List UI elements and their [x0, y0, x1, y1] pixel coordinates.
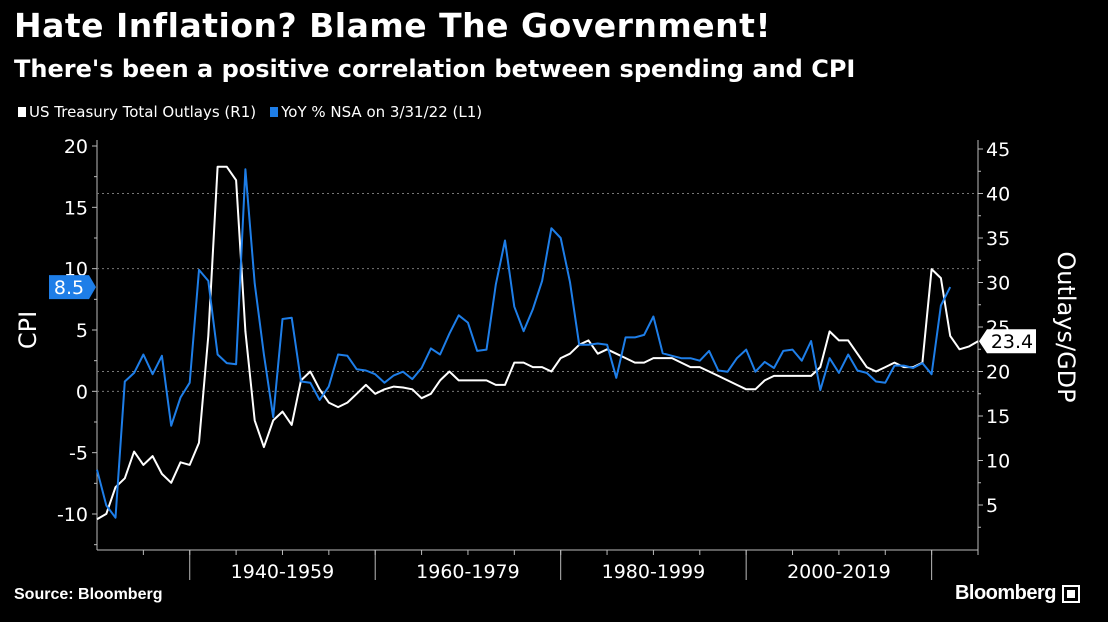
right-tick-label: 10 — [986, 451, 1010, 473]
left-tick-label: -10 — [57, 504, 88, 526]
left-tick-label: 20 — [64, 136, 88, 158]
source-note: Source: Bloomberg — [14, 586, 163, 603]
left-tick-label: -5 — [69, 443, 88, 465]
outlays-series-line — [96, 165, 979, 521]
legend-swatch-cpi — [270, 107, 279, 117]
x-tick-label: 2000-2019 — [787, 561, 891, 583]
x-tick-label: 1980-1999 — [602, 561, 706, 583]
right-tick-label: 20 — [986, 362, 1010, 384]
cpi-last-value-badge — [49, 275, 96, 300]
x-tick-label: 1960-1979 — [416, 561, 520, 583]
left-tick-label: 5 — [76, 320, 88, 342]
legend: US Treasury Total Outlays (R1) YoY % NSA… — [18, 103, 482, 121]
chart-subtitle: There's been a positive correlation betw… — [14, 55, 856, 83]
right-tick-label: 5 — [986, 495, 998, 517]
outlays-last-value-label: 23.4 — [991, 331, 1033, 353]
right-tick-label: 35 — [986, 228, 1010, 250]
outlays-last-value-badge — [979, 329, 1036, 354]
cpi-series-line — [96, 168, 952, 519]
left-axis-title: CPI — [14, 311, 42, 349]
x-tick-label: 1940-1959 — [231, 561, 335, 583]
chart-title: Hate Inflation? Blame The Government! — [14, 6, 771, 45]
legend-label-outlays: US Treasury Total Outlays (R1) — [29, 103, 257, 121]
legend-item-cpi: YoY % NSA on 3/31/22 (L1) — [270, 103, 482, 121]
right-tick-label: 40 — [986, 184, 1010, 206]
right-tick-label: 45 — [986, 139, 1010, 161]
terminal-icon — [1062, 584, 1080, 603]
legend-label-cpi: YoY % NSA on 3/31/22 (L1) — [281, 103, 483, 121]
legend-item-outlays: US Treasury Total Outlays (R1) — [18, 103, 256, 121]
left-tick-label: 15 — [64, 197, 88, 219]
bloomberg-logo: Bloomberg — [955, 582, 1080, 605]
left-tick-label: 0 — [76, 381, 88, 403]
cpi-last-value-label: 8.5 — [54, 277, 84, 299]
right-tick-label: 15 — [986, 406, 1010, 428]
right-axis-title: Outlays/GDP — [1052, 251, 1080, 402]
legend-swatch-outlays — [18, 107, 26, 117]
right-tick-label: 30 — [986, 273, 1010, 295]
brand-text: Bloomberg — [954, 582, 1057, 604]
